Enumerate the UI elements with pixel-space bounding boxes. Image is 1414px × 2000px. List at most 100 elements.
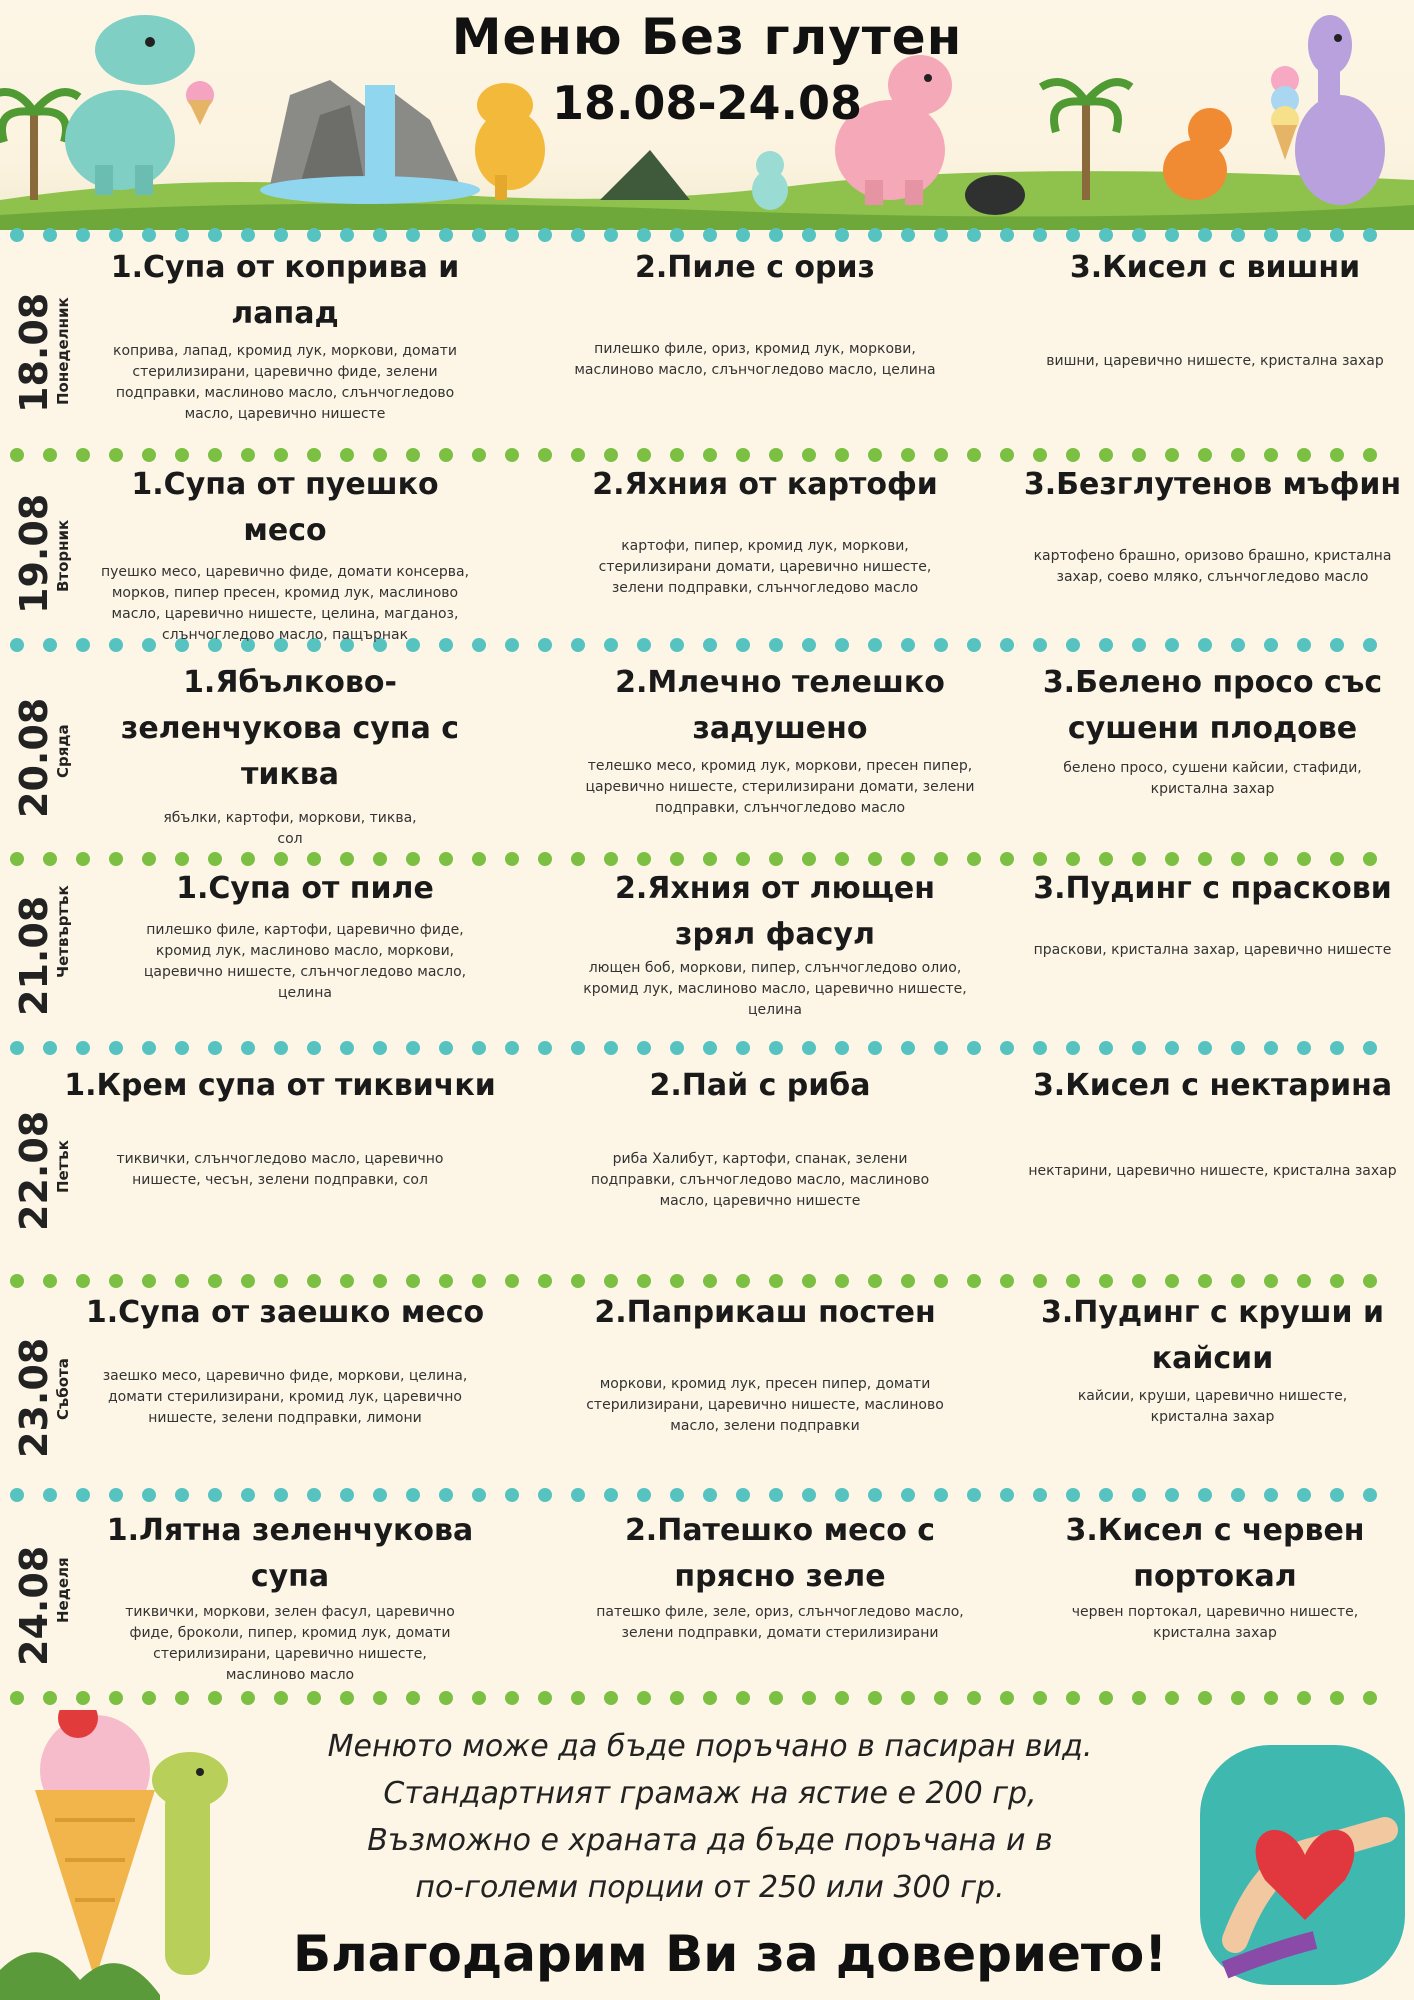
dish-3: 3.Пудинг с круши и кайсии кайсии, круши,… <box>1015 1290 1410 1428</box>
dot <box>439 1041 453 1055</box>
dot <box>439 638 453 652</box>
dot <box>670 638 684 652</box>
dish-ingredients: заешко месо, царевично фиде, моркови, це… <box>102 1368 468 1426</box>
date-number: 19.08 <box>12 493 56 614</box>
dot <box>307 448 321 462</box>
dot <box>1099 852 1113 866</box>
dot <box>373 448 387 462</box>
dot <box>340 1274 354 1288</box>
date-number: 18.08 <box>12 292 56 413</box>
dot <box>604 1041 618 1055</box>
dot <box>1033 638 1047 652</box>
day-date: 19.08 Вторник <box>6 462 86 637</box>
header: Меню Без глутен 18.08-24.08 <box>0 0 1414 230</box>
dot-divider <box>10 851 1404 867</box>
dot <box>340 1488 354 1502</box>
dish-title: 3.Кисел с нектарина <box>1032 1068 1393 1103</box>
dot <box>1099 228 1113 242</box>
dot <box>505 228 519 242</box>
dot <box>1330 1691 1344 1705</box>
weekday-label: Сряда <box>54 724 72 778</box>
dot <box>10 1041 24 1055</box>
dot <box>373 852 387 866</box>
dot <box>241 1274 255 1288</box>
dot <box>175 852 189 866</box>
dot <box>10 448 24 462</box>
dish-ingredients: вишни, царевично нишесте, кристална заха… <box>1046 353 1384 369</box>
dot <box>835 1041 849 1055</box>
dot <box>505 638 519 652</box>
dish-2: 2.Яхния от лющен зрял фасул лющен боб, м… <box>580 866 970 1021</box>
dot <box>109 1274 123 1288</box>
dot <box>571 1041 585 1055</box>
dinosaur-icon <box>65 15 195 195</box>
dot <box>406 1041 420 1055</box>
dot <box>1363 448 1377 462</box>
dot <box>1165 1041 1179 1055</box>
dish-ingredients: риба Халибут, картофи, спанак, зелени по… <box>590 1151 930 1209</box>
dot-divider <box>10 1273 1404 1289</box>
dot <box>43 1488 57 1502</box>
dot <box>76 448 90 462</box>
dot <box>76 1691 90 1705</box>
dot <box>1099 1488 1113 1502</box>
dish-title: 1.Лятна зеленчукова супа <box>106 1513 474 1594</box>
dot <box>604 1488 618 1502</box>
dot <box>538 228 552 242</box>
dot <box>637 1274 651 1288</box>
weekday-label: Вторник <box>54 519 72 592</box>
dot <box>109 1488 123 1502</box>
dish-title: 3.Кисел с вишни <box>1069 250 1361 285</box>
dot <box>505 1041 519 1055</box>
dish-title: 1.Супа от коприва и лапад <box>110 250 460 331</box>
dot <box>967 638 981 652</box>
dot <box>868 1274 882 1288</box>
dot <box>439 1274 453 1288</box>
ice-cream-icon <box>186 81 214 125</box>
dot <box>967 448 981 462</box>
dot <box>736 448 750 462</box>
rock-icon <box>965 175 1025 215</box>
dish-ingredients: праскови, кристална захар, царевично ниш… <box>1033 942 1392 958</box>
dot <box>241 1041 255 1055</box>
dot <box>901 1041 915 1055</box>
dot <box>1198 852 1212 866</box>
dish-title: 3.Белено просо със сушени плодове <box>1042 665 1383 746</box>
dot <box>934 228 948 242</box>
footer-note-line: Възможно е храната да бъде поръчана и в <box>367 1823 1053 1858</box>
dot <box>703 448 717 462</box>
dish-ingredients: коприва, лапад, кромид лук, моркови, дом… <box>113 343 457 422</box>
dot <box>505 448 519 462</box>
dot <box>934 1274 948 1288</box>
thanks-text: Благодарим Ви за доверието! <box>292 1925 1168 1983</box>
dish-1: 1.Супа от пиле пилешко филе, картофи, ца… <box>125 866 485 1004</box>
day-block: 22.08 Петък 1.Крем супа от тиквички тикв… <box>0 1063 1414 1273</box>
dot <box>1132 852 1146 866</box>
dot <box>1099 1691 1113 1705</box>
day-block: 23.08 Събота 1.Супа от заешко месо заешк… <box>0 1290 1414 1485</box>
dot <box>241 1691 255 1705</box>
dot <box>1330 1041 1344 1055</box>
dish-title: 1.Супа от заешко месо <box>85 1295 485 1330</box>
dish-1: 1.Ябълково-зеленчукова супа с тиква ябъл… <box>80 660 500 850</box>
dish-3: 3.Кисел с червен портокал червен портока… <box>1040 1508 1390 1644</box>
dot <box>1066 1488 1080 1502</box>
dot <box>1198 1041 1212 1055</box>
dot <box>373 1488 387 1502</box>
dot <box>439 1691 453 1705</box>
dot <box>571 1691 585 1705</box>
ice-cream-icon <box>35 1710 155 1980</box>
dish-3: 3.Кисел с нектарина нектарини, царевично… <box>1015 1063 1410 1182</box>
dot <box>1000 1274 1014 1288</box>
dot <box>703 852 717 866</box>
dot <box>802 1691 816 1705</box>
dot <box>571 1274 585 1288</box>
dot <box>769 448 783 462</box>
footer-note-line: Менюто може да бъде поръчано в пасиран в… <box>327 1729 1093 1764</box>
dot <box>769 1488 783 1502</box>
dot <box>1330 1274 1344 1288</box>
dish-ingredients: пилешко филе, ориз, кромид лук, моркови,… <box>574 341 936 378</box>
dinosaur-icon <box>152 1752 228 1975</box>
dot <box>1066 1274 1080 1288</box>
dot <box>439 448 453 462</box>
